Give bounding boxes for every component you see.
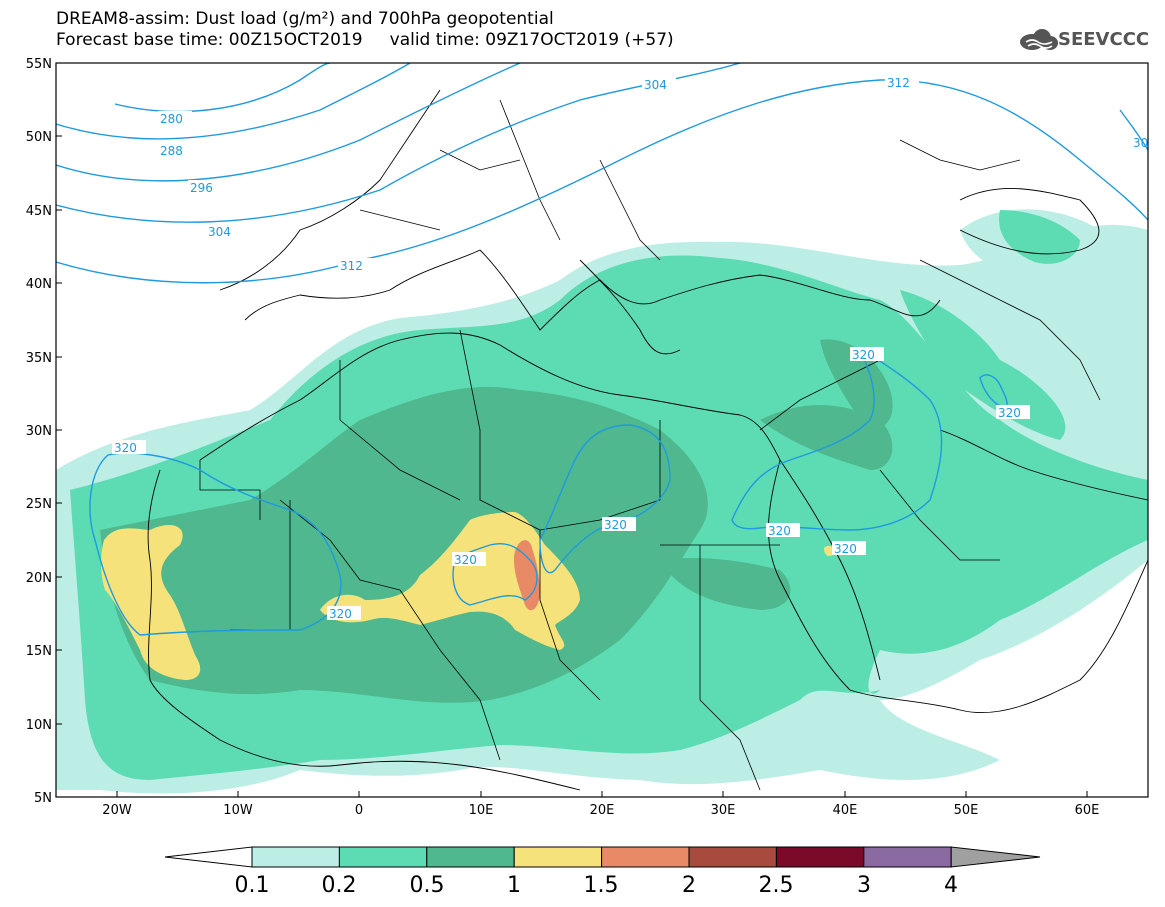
lon-label: 10E [469,803,494,818]
dust-layer-0.5-sahara-east [660,558,791,610]
forecast-time-line: Forecast base time: 00Z15OCT2019 valid t… [56,30,674,50]
dust-layer-1-redsea [824,545,834,557]
contour-label: 320 [329,607,352,621]
axis-ticks [56,62,1088,798]
contour-labels: 280 288 296 304 312 304 312 320 320 320 … [112,75,1148,621]
lat-label: 35N [26,351,52,366]
lat-label: 15N [26,644,52,659]
contour-label: 320 [852,348,875,362]
lon-label: 0 [355,803,363,818]
contour-label: 288 [160,144,183,158]
contour-label: 320 [114,441,137,455]
lat-label: 25N [26,497,52,512]
contour-label: 304 [208,225,231,239]
lon-label: 20W [102,803,132,818]
dust-layer-1.5 [514,540,540,611]
longitude-labels: 20W 10W 0 10E 20E 30E 40E 50E 60E [102,803,1099,818]
logo-text: SEEVCCC [1058,29,1150,50]
lon-label: 20E [590,803,615,818]
dust-layer-0.5-arabia [760,405,893,470]
coastlines [147,89,1148,791]
contour-label: 280 [160,112,183,126]
contour-label: 320 [834,542,857,556]
lat-label: 10N [26,718,52,733]
contour-label: 30 [1133,136,1148,150]
lon-label: 40E [833,803,858,818]
dust-layer-1-central [320,512,580,650]
cloud-logo-icon [1020,29,1058,50]
lat-label: 50N [26,130,52,145]
lat-label: 20N [26,571,52,586]
lon-label: 50E [954,803,979,818]
lon-label: 30E [711,803,736,818]
contour-label: 320 [768,524,791,538]
lat-label: 5N [34,791,52,806]
dust-layer-0.2-persia [900,290,1066,440]
lat-label: 55N [26,57,52,72]
lat-label: 30N [26,424,52,439]
contour-label: 304 [644,78,667,92]
contour-label: 312 [887,76,910,90]
lat-label: 45N [26,204,52,219]
dust-layer-0.2-east [999,210,1080,264]
contour-label: 320 [998,406,1021,420]
lon-label: 60E [1075,803,1100,818]
map-title: DREAM8-assim: Dust load (g/m²) and 700hP… [56,9,554,29]
contour-label: 320 [454,553,477,567]
lat-label: 40N [26,277,52,292]
contour-label: 320 [604,518,627,532]
latitude-labels: 55N 50N 45N 40N 35N 30N 25N 20N 15N 10N … [26,57,52,806]
lon-label: 10W [223,803,253,818]
contour-label: 296 [190,181,213,195]
contour-label: 312 [340,259,363,273]
